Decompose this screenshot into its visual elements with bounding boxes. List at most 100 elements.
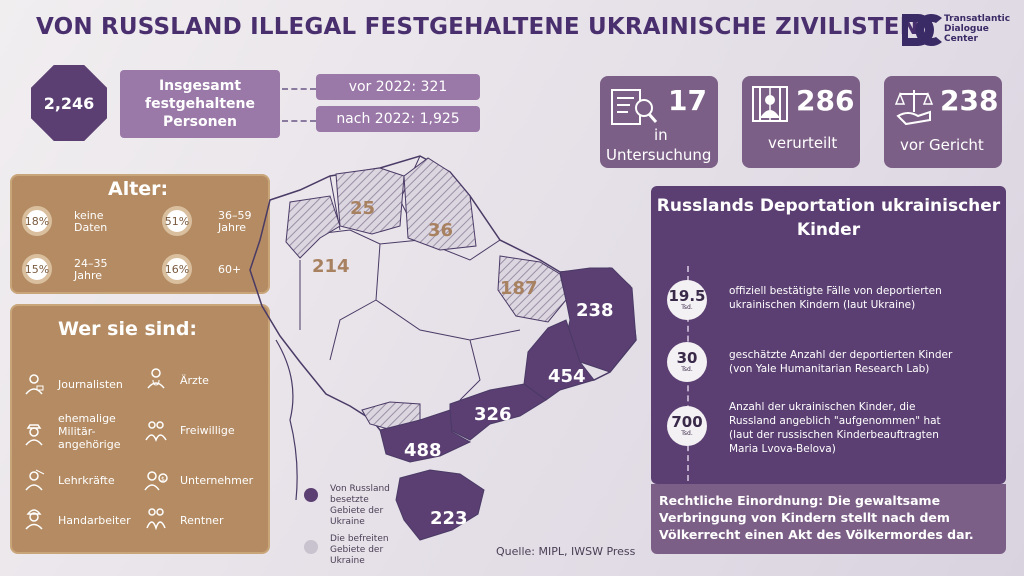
connector-after (282, 120, 316, 122)
total-label-3: Personen (162, 114, 238, 130)
map-label-214: 214 (312, 256, 350, 277)
logo-line3: Center (944, 34, 978, 44)
who-doctors: Ärzte (180, 374, 209, 387)
who-veterans-2: Militär- (58, 425, 96, 438)
dep-text-0-2: ukrainischen Kindern (laut Ukraine) (729, 299, 916, 311)
who-manual-workers: Handarbeiter (58, 514, 131, 527)
legend-occupied-3: Gebiete der (330, 506, 384, 516)
who-teachers: Lehrkräfte (58, 474, 115, 487)
stat-convicted: 286 verurteilt (742, 76, 860, 168)
map-label-454: 454 (548, 366, 586, 387)
dep-unit-2: Tsd. (681, 429, 693, 437)
legend-liberated-3: Ukraine (330, 556, 365, 566)
legend-liberated-2: Gebiete der (330, 545, 384, 555)
dep-num-1: 30 (676, 348, 698, 367)
doctor-icon (147, 368, 165, 389)
river-line (275, 339, 298, 501)
deportation-panel: Russlands Deportation ukrainischer Kinde… (651, 186, 1006, 484)
investigation-icon (611, 89, 658, 125)
volunteer-icon (145, 421, 167, 442)
liberated-region-kyiv (285, 195, 341, 259)
liberated-region-kharkiv (497, 255, 567, 323)
stat-circle-19-5: 19.5 Tsd. (667, 280, 707, 320)
connector-before (282, 88, 316, 90)
total-value: 2,246 (43, 93, 95, 113)
age-label-no-data-2: Daten (74, 221, 108, 234)
dep-num-0: 19.5 (668, 286, 706, 305)
age-title: Alter: (108, 178, 169, 200)
age-panel: Alter: 18% keine Daten 51% 36–59 Jahre 1… (10, 174, 270, 294)
who-volunteers: Freiwillige (180, 424, 235, 437)
dep-unit-0: Tsd. (681, 303, 693, 311)
dep-unit-1: Tsd. (681, 365, 693, 373)
who-panel: Wer sie sind: Journalisten Ärzte ehemali… (10, 304, 270, 554)
before-2022-pill: vor 2022: 321 (316, 74, 480, 100)
map-label-488: 488 (404, 440, 442, 461)
stat-investigation-value: 17 (668, 84, 707, 117)
logo-line1: Transatlantic (944, 14, 1011, 24)
soldier-icon (25, 424, 43, 446)
stat-circle-700: 700 Tsd. (667, 406, 707, 446)
total-label-1: Insgesamt (158, 78, 242, 94)
age-label-60-plus: 60+ (218, 263, 242, 276)
age-pct-24-35: 15% (22, 254, 52, 284)
stat-investigation-label-1: in (654, 126, 668, 144)
liberated-region-sumy (403, 157, 477, 251)
total-octagon: 2,246 (31, 65, 107, 141)
teacher-icon (25, 469, 45, 491)
after-2022-pill: nach 2022: 1,925 (316, 106, 480, 132)
dep-text-2-3: (laut der russischen Kinderbeauftragten (729, 429, 939, 441)
worker-icon (25, 509, 43, 530)
map-label-187: 187 (500, 278, 538, 299)
who-pensioners: Rentner (180, 514, 224, 527)
who-entrepreneurs: Unternehmer (180, 474, 254, 487)
prison-icon (752, 86, 788, 122)
age-pct-no-data: 18% (22, 206, 52, 236)
age-label-36-59-1: 36–59 (218, 209, 252, 222)
who-veterans-1: ehemalige (58, 412, 116, 425)
dep-num-2: 700 (671, 412, 703, 431)
occupied-region-zaporizhzhia (449, 383, 547, 441)
age-pct-36-59: 51% (162, 206, 192, 236)
occupied-region-luhansk (559, 267, 637, 373)
legend-occupied-4: Ukraine (330, 517, 365, 527)
legal-note: Rechtliche Einordnung: Die gewaltsame Ve… (651, 484, 1006, 554)
logo-mark-icon (902, 14, 942, 46)
source-note: Quelle: MIPL, IWSW Press (496, 545, 636, 558)
svg-text:$: $ (161, 476, 165, 483)
businessman-icon: $ (144, 471, 168, 491)
page-title: VON RUSSLAND ILLEGAL FESTGEHALTENE UKRAI… (36, 14, 920, 40)
dep-text-0-1: offiziell bestätigte Fälle von deportier… (729, 285, 942, 297)
legend-occupied-dot (304, 488, 318, 502)
map-label-326: 326 (474, 404, 512, 425)
map-label-25: 25 (350, 198, 376, 219)
dep-text-2-1: Anzahl der ukrainischen Kinder, die (729, 401, 916, 413)
dep-text-2-4: Maria Lvova-Belova) (729, 443, 836, 455)
stat-circle-30: 30 Tsd. (667, 342, 707, 382)
stat-convicted-value: 286 (796, 84, 855, 117)
pensioner-icon (146, 508, 166, 530)
legend-occupied-1: Von Russland (330, 484, 390, 494)
stat-in-court-value: 238 (940, 84, 999, 117)
journalist-icon (25, 374, 44, 395)
legend-liberated-dot (304, 540, 318, 554)
age-pct-60-plus: 16% (162, 254, 192, 284)
occupied-region-kherson (379, 409, 472, 463)
who-title: Wer sie sind: (58, 318, 198, 340)
map-label-223: 223 (430, 508, 468, 529)
stat-in-court-label: vor Gericht (900, 136, 984, 154)
scales-icon (894, 90, 934, 126)
stat-convicted-label: verurteilt (768, 134, 838, 152)
logo: Transatlantic Dialogue Center (900, 10, 1015, 52)
total-label-box: Insgesamt festgehaltene Personen (120, 70, 280, 138)
map-label-36: 36 (428, 220, 454, 241)
stat-investigation: 17 in Untersuchung (600, 76, 718, 168)
stat-in-court: 238 vor Gericht (884, 76, 1002, 168)
age-label-24-35-1: 24–35 (74, 257, 108, 270)
occupied-region-donetsk (523, 319, 595, 401)
deportation-title-1: Russlands Deportation ukrainischer (656, 196, 1001, 216)
dep-text-1-1: geschätzte Anzahl der deportierten Kinde… (729, 349, 953, 361)
legend-occupied-2: besetzte (330, 495, 369, 505)
deportation-title-2: Kinder (796, 220, 861, 240)
